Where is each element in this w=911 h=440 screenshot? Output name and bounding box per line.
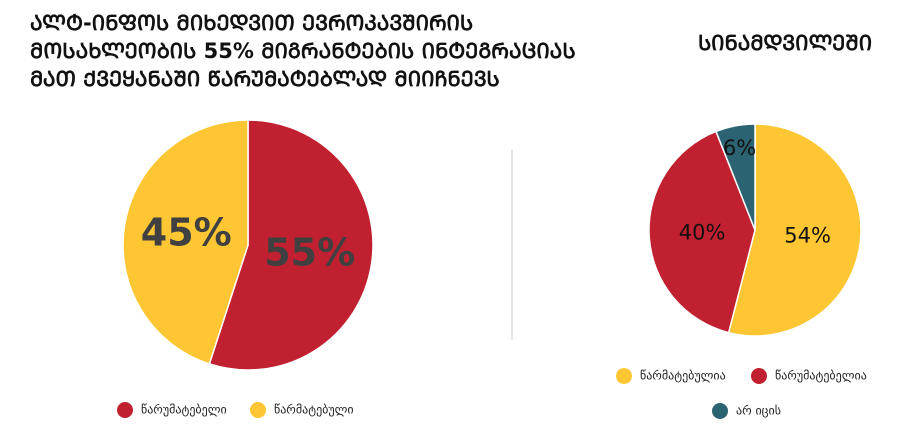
legend-swatch	[250, 402, 266, 418]
legend-swatch	[712, 403, 728, 419]
legend-label: წარუმატებელია	[775, 369, 867, 383]
pie-slice	[727, 123, 862, 337]
chart-title: ᲛᲝᲡᲐᲮᲚᲔᲝᲑᲘᲡ 55% ᲛᲘᲒᲠᲐᲜᲢᲔᲑᲘᲡ ᲘᲜᲢᲔᲒᲠᲐᲪᲘᲐᲡ	[30, 39, 576, 63]
legend-swatch	[751, 368, 767, 384]
data-label: 55%	[264, 230, 355, 274]
chart-title: ᲛᲐᲗ ᲥᲕᲔᲧᲐᲜᲐᲨᲘ ᲬᲐᲠᲣᲛᲐᲢᲔᲑᲚᲐᲓ ᲛᲘᲘᲩᲜᲔᲕᲡ	[30, 67, 500, 91]
chart-title: ᲡᲘᲜᲐᲛᲓᲕᲘᲚᲔᲨᲘ	[698, 31, 872, 55]
data-label: 40%	[679, 220, 726, 244]
chart-title: ᲐᲚᲢ-ᲘᲜᲤᲝᲡ ᲛᲘᲮᲔᲓᲕᲘᲗ ᲔᲕᲠᲝᲙᲐᲕᲨᲘᲠᲘᲡ	[30, 11, 473, 35]
legend-label: წარმატებული	[274, 403, 354, 417]
legend-label: წარუმატებელი	[141, 403, 227, 417]
data-label: 6%	[723, 136, 756, 160]
pie-slice	[715, 123, 756, 231]
legend-swatch	[616, 368, 632, 384]
legend-swatch	[117, 402, 133, 418]
pie-slice	[648, 130, 756, 334]
legend-label: წარმატებულია	[640, 369, 726, 383]
pie-slice	[208, 119, 374, 371]
data-label: 54%	[784, 224, 831, 248]
pie-slice	[122, 119, 249, 365]
data-label: 45%	[141, 211, 232, 255]
legend-label: არ იცის	[736, 404, 781, 418]
